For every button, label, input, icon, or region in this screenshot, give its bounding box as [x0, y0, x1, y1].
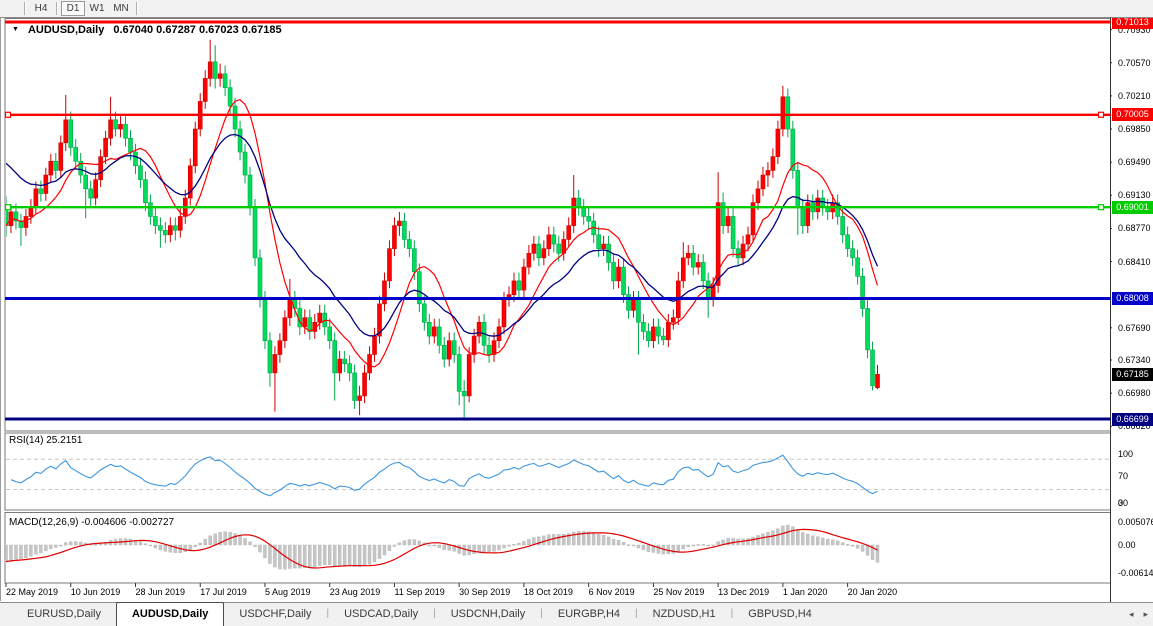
tab-eurusd-daily[interactable]: EURUSD,Daily	[27, 608, 101, 620]
price-tick-label: 0.67340	[1118, 355, 1151, 366]
date-label: 6 Nov 2019	[588, 587, 635, 597]
price-badge: 0.68008	[1112, 292, 1153, 306]
candles-layer	[6, 39, 880, 421]
tabs-scroll-left-icon[interactable]: ◂	[1128, 609, 1134, 619]
rsi-axis-label: 30	[1118, 498, 1129, 508]
date-label: 11 Sep 2019	[394, 587, 445, 597]
date-label: 10 Jun 2019	[70, 587, 121, 597]
price-badge: 0.70005	[1112, 108, 1153, 122]
tab-separator: |	[326, 608, 330, 619]
ma-slow-line	[6, 133, 879, 337]
date-label: 5 Aug 2019	[264, 587, 311, 597]
rsi-pane[interactable]	[6, 454, 1110, 497]
rsi-line	[10, 454, 878, 497]
macd-label: MACD(12,26,9) -0.004606 -0.002727	[9, 517, 175, 528]
price-tick-label: 0.70930	[1118, 24, 1151, 35]
date-label: 23 Aug 2019	[329, 587, 381, 597]
price-badge: 0.67185	[1112, 367, 1153, 381]
ma-fast-line	[6, 99, 879, 368]
price-tick-label: 0.68770	[1118, 223, 1151, 234]
tab-audusd-daily[interactable]: AUDUSD,Daily	[115, 602, 225, 626]
tab-separator: |	[635, 608, 638, 619]
tabs-scroll-arrows: ◂ ▸	[1129, 608, 1148, 620]
price-badge: 0.71013	[1112, 15, 1153, 29]
price-tick-label: 0.66620	[1118, 421, 1151, 432]
rsi-label: RSI(14) 25.2151	[9, 435, 83, 446]
price-badge: 0.69001	[1112, 200, 1153, 214]
macd-axis-label: 0.005076	[1118, 516, 1153, 527]
date-label: 1 Jan 2020	[782, 587, 828, 597]
timeframe-d1-button[interactable]: D1	[61, 1, 85, 16]
price-tick-label: 0.69130	[1118, 190, 1151, 201]
main-chart-pane[interactable]	[4, 39, 880, 421]
timeframe-toolbar: H4 D1 W1 MN	[0, 0, 1153, 18]
date-label: 25 Nov 2019	[653, 587, 705, 597]
date-label: 13 Dec 2019	[718, 587, 770, 597]
toolbar-separator	[56, 2, 58, 15]
price-tick-label: 0.67690	[1118, 322, 1151, 333]
rsi-axis-label: 0	[1118, 498, 1124, 508]
symbol-dropdown-icon[interactable]: ▼	[12, 26, 19, 33]
tab-nzdusd-h1[interactable]: NZDUSD,H1	[652, 608, 716, 620]
tab-gbpusd-h4[interactable]: GBPUSD,H4	[748, 608, 812, 620]
macd-axis-label: -0.006148	[1118, 568, 1153, 579]
tab-separator: |	[730, 608, 734, 619]
timeframe-mn-button[interactable]: MN	[109, 1, 133, 16]
price-badge: 0.66699	[1112, 412, 1153, 426]
date-label: 22 May 2019	[6, 587, 59, 597]
price-tick-label: 0.68410	[1118, 256, 1151, 267]
price-axis[interactable]: 0.70930 0.70570 0.70210 0.69850 0.69490 0.691…	[1112, 15, 1153, 602]
date-label: 30 Sep 2019	[459, 587, 511, 597]
price-tick-label: 0.69490	[1118, 157, 1151, 168]
date-label: 18 Oct 2019	[523, 587, 573, 597]
macd-axis-label: 0.00	[1118, 540, 1136, 550]
tab-usdcad-daily[interactable]: USDCAD,Daily	[344, 608, 419, 620]
hline-anchor[interactable]	[1097, 204, 1105, 211]
tab-separator: |	[540, 608, 543, 619]
hline-anchor[interactable]	[1097, 111, 1105, 118]
timeframe-h4-button[interactable]: H4	[29, 1, 53, 16]
symbol-label: AUDUSD,Daily	[27, 24, 105, 36]
chart-tabs: EURUSD,Daily AUDUSD,Daily USDCHF,Daily | USD…	[12, 602, 1153, 626]
chart-tabs-bar: EURUSD,Daily AUDUSD,Daily USDCHF,Daily | USD…	[0, 602, 1153, 626]
chart-title: ▼ AUDUSD,Daily 0.67040 0.67287 0.67023 0…	[12, 24, 282, 36]
tab-eurgbp-h4[interactable]: EURGBP,H4	[557, 608, 621, 620]
date-label: 17 Jul 2019	[200, 587, 247, 597]
tab-usdchf-daily[interactable]: USDCHF,Daily	[239, 608, 312, 620]
price-tick-label: 0.70210	[1118, 90, 1151, 101]
hline-anchor[interactable]	[4, 111, 12, 118]
pane-border	[4, 432, 1111, 511]
ohlc-values: 0.67040 0.67287 0.67023 0.67185	[113, 24, 282, 36]
timeframe-w1-button[interactable]: W1	[85, 1, 109, 16]
macd-signal-line	[6, 528, 878, 569]
macd-pane[interactable]	[5, 525, 880, 570]
toolbar-separator	[24, 2, 26, 15]
tab-separator: |	[433, 608, 436, 619]
hline-anchor[interactable]	[4, 204, 12, 211]
rsi-axis-label: 100	[1118, 448, 1134, 459]
timeline-axis[interactable]: 22 May 2019 10 Jun 2019 28 Jun 2019 17 Jul …	[5, 583, 1111, 600]
price-tick-label: 0.66980	[1118, 388, 1151, 399]
rsi-axis-label: 70	[1118, 471, 1129, 482]
date-label: 20 Jan 2020	[847, 587, 898, 597]
toolbar-separator	[136, 2, 138, 15]
date-label: 28 Jun 2019	[135, 587, 186, 597]
macd-histogram	[6, 525, 880, 570]
tab-usdcnh-daily[interactable]: USDCNH,Daily	[450, 608, 526, 620]
price-tick-label: 0.70570	[1118, 57, 1151, 68]
tabs-scroll-right-icon[interactable]: ▸	[1143, 609, 1148, 619]
price-tick-label: 0.69850	[1118, 124, 1151, 135]
